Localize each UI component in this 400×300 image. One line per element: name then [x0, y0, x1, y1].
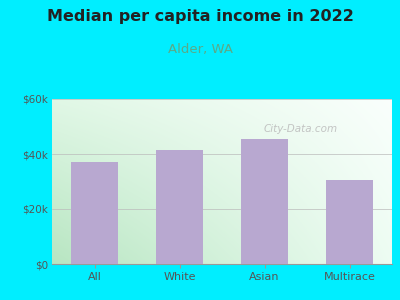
- Bar: [71, 162, 118, 264]
- Bar: [241, 139, 288, 264]
- Text: Median per capita income in 2022: Median per capita income in 2022: [46, 9, 354, 24]
- Bar: [156, 150, 203, 264]
- Text: City-Data.com: City-Data.com: [263, 124, 337, 134]
- Bar: [326, 180, 373, 264]
- Text: Alder, WA: Alder, WA: [168, 44, 232, 56]
